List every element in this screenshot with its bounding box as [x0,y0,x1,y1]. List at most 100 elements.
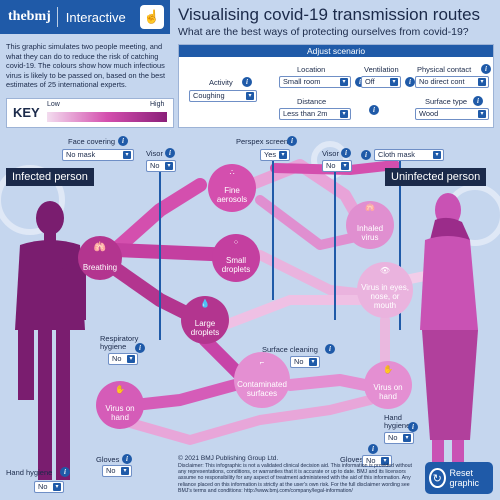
chevron-down-icon: ▾ [433,151,441,159]
chevron-down-icon: ▾ [403,434,411,442]
gloves-left-select[interactable]: No ▾ [102,465,132,477]
info-icon[interactable]: i [135,343,145,353]
flow-aerosols-lower [255,195,370,250]
gloves-right-select[interactable]: No ▾ [362,455,392,467]
gloves-left-value: No [106,466,116,475]
arrow-icon [28,242,78,270]
gloves-right-label: Gloves [340,455,364,464]
surface-cleaning-value: No [294,357,304,366]
respiratory-hygiene-value: No [112,354,122,363]
node-fine-aerosols [208,164,256,212]
activity-select[interactable]: Coughing ▾ [189,90,257,102]
info-icon[interactable]: i [165,148,175,158]
info-icon[interactable]: i [361,150,371,160]
droplet-icon: 💧 [200,299,210,308]
face-covering-label: Face covering [68,137,116,146]
chevron-down-icon: ▾ [165,162,173,170]
hand-hygiene-right-label: Hand hygiene [384,413,411,430]
disclaimer-text: Disclaimer: This infographic is not a va… [178,463,412,494]
physical-contact-select[interactable]: No direct cont ▾ [415,76,489,88]
panel-heading: Adjust scenario [179,45,493,57]
cloth-mask-select[interactable]: Cloth mask ▾ [374,149,444,161]
node-virus-eyes-label: Virus in eyes, nose, or mouth [361,283,409,310]
node-inhaled-virus-label: Inhaled virus [356,224,384,242]
droplet-icon: ⁘ [232,238,240,247]
hand-hygiene-left-select[interactable]: No ▾ [34,481,64,493]
eye-icon: 👁 [379,266,391,275]
key-low-label: Low [47,101,60,108]
hand-icon: ✋ [115,385,125,394]
flow-surface-to-hand-left [129,379,241,411]
perspex-value: Yes [264,150,277,159]
door-handle-icon: ⌐ [259,358,265,367]
node-virus-hand-right [364,361,412,409]
activity-value: Coughing [193,91,225,100]
node-large-droplets-label: Large droplets [190,319,220,337]
key-high-label: High [150,101,165,108]
info-icon[interactable]: i [341,148,351,158]
info-icon[interactable]: i [118,136,128,146]
node-virus-hand-left [96,381,144,429]
info-icon[interactable]: i [60,467,70,477]
key-legend: KEY Low High [6,98,174,128]
hand-hygiene-left-label: Hand hygiene [6,468,53,477]
face-covering-select[interactable]: No mask ▾ [62,149,134,161]
chevron-down-icon: ▾ [246,92,254,100]
chevron-down-icon: ▾ [123,151,131,159]
flow-large-to-eyes [220,295,365,330]
info-icon[interactable]: i [473,96,483,106]
reset-graphic-button[interactable]: ↻ Reset graphic [425,462,493,494]
hand-icon: ✋ [383,365,393,374]
uninfected-person-label: Uninfected person [385,168,487,186]
info-icon[interactable]: i [408,422,418,432]
gloves-left-label: Gloves [96,455,120,464]
info-icon[interactable]: i [325,344,335,354]
info-icon[interactable]: i [287,136,297,146]
brand-app-name: Interactive [65,9,126,25]
surface-type-value: Wood [419,109,439,118]
hand-pointer-icon: ☝ [140,5,164,29]
node-virus-eyes [357,262,413,318]
chevron-down-icon: ▾ [478,110,486,118]
reset-label: Reset graphic [449,468,480,488]
node-large-droplets [181,296,229,344]
info-icon[interactable]: i [369,105,379,115]
info-icon[interactable]: i [242,77,252,87]
chevron-down-icon: ▾ [340,78,348,86]
location-label: Location [297,65,326,74]
chevron-down-icon: ▾ [478,78,486,86]
node-breathing [78,236,122,280]
visor-right-value: No [326,161,336,170]
info-icon[interactable]: i [355,77,365,87]
cloth-mask-value: Cloth mask [378,150,415,159]
flow-hand-left-lower [115,395,375,445]
chevron-down-icon: ▾ [121,467,129,475]
distance-label: Distance [297,97,327,106]
page-title: Visualising covid-19 transmission routes [178,5,481,24]
brand-bar: thebmj Interactive ☝ [0,0,170,34]
page-subtitle: What are the best ways of protecting our… [178,26,469,38]
hand-hygiene-right-value: No [388,433,398,442]
info-icon[interactable]: i [481,64,491,74]
info-icon[interactable]: i [405,77,415,87]
ventilation-select[interactable]: Off ▾ [361,76,401,88]
adjust-scenario-panel: Adjust scenario Activity i Coughing ▾ Loc… [178,44,494,128]
node-virus-hand-left-label: Virus on hand [105,404,135,422]
location-select[interactable]: Small room ▾ [279,76,351,88]
surface-cleaning-select[interactable]: No ▾ [290,356,320,368]
distance-value: Less than 2m [283,109,328,118]
info-icon[interactable]: i [122,454,132,464]
distance-select[interactable]: Less than 2m ▾ [279,108,351,120]
respiratory-hygiene-select[interactable]: No ▾ [108,353,138,365]
flow-large-to-surface [198,333,247,382]
perspex-select[interactable]: Yes ▾ [260,149,290,161]
visor-right-select[interactable]: No ▾ [322,160,352,172]
hand-hygiene-right-select[interactable]: No ▾ [384,432,414,444]
chevron-down-icon: ▾ [127,355,135,363]
surface-type-select[interactable]: Wood ▾ [415,108,489,120]
visor-left-select[interactable]: No ▾ [146,160,176,172]
node-fine-aerosols-label: Fine aerosols [216,186,248,204]
chevron-down-icon: ▾ [340,110,348,118]
info-icon[interactable]: i [368,444,378,454]
